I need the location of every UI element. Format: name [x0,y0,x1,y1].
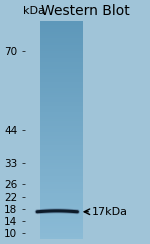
Text: kDa: kDa [23,6,45,16]
Text: 17kDa: 17kDa [92,207,128,217]
Title: Western Blot: Western Blot [41,4,130,18]
